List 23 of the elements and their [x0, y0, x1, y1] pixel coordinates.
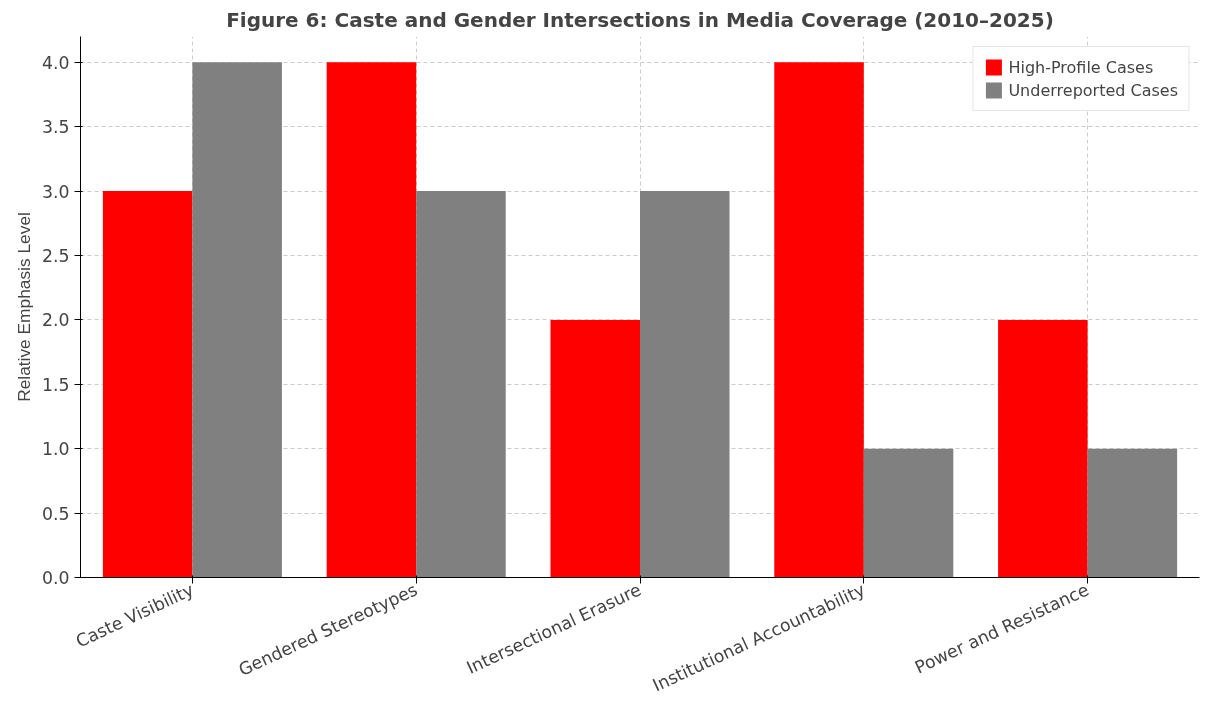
bar [192, 62, 282, 578]
bar [102, 191, 193, 578]
bar [998, 319, 1088, 578]
bar [774, 62, 864, 578]
bar [326, 62, 417, 578]
chart-title: Figure 6: Caste and Gender Intersections in Media Coverage (2010–2025) [226, 7, 1054, 32]
y-tick-label: 1.5 [41, 374, 70, 395]
bar [550, 319, 640, 578]
legend-label: Underreported Cases [1008, 80, 1178, 100]
legend-label: High-Profile Cases [1008, 57, 1154, 77]
bar [640, 191, 730, 578]
bar [1087, 448, 1178, 578]
y-tick-label: 0.5 [41, 503, 70, 524]
y-tick-label: 3.5 [41, 117, 70, 138]
y-tick-label: 4.0 [41, 52, 70, 73]
y-tick-label: 0.0 [41, 568, 70, 588]
bar [416, 191, 506, 578]
y-tick-label: 2.0 [41, 310, 70, 331]
y-axis-title: Relative Emphasis Level [13, 212, 34, 402]
y-tick-label: 3.0 [41, 181, 70, 202]
y-tick-label: 1.0 [41, 439, 70, 460]
bar [863, 448, 954, 578]
y-tick-label: 2.5 [41, 245, 70, 266]
